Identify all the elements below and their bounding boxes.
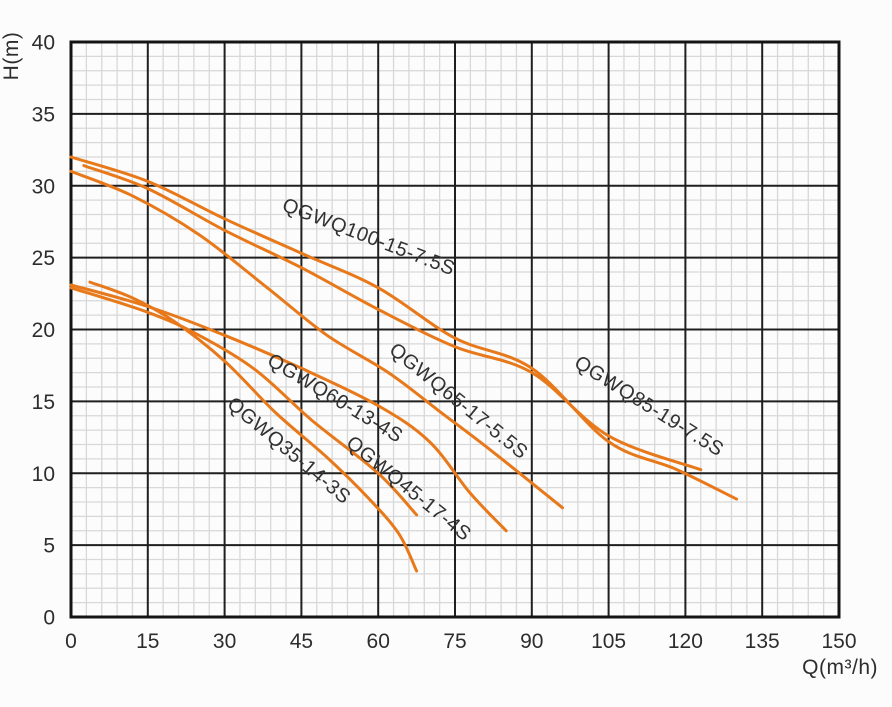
x-axis-title: Q(m³/h) [802, 656, 878, 679]
pump-curve-QGWQ60-13-4S [69, 283, 508, 533]
pump-curve-QGWQ85-19-7.5S [82, 164, 703, 472]
y-tick-label: 35 [32, 103, 55, 126]
x-tick-label: 120 [668, 630, 703, 653]
curve-labels: QGWQ100-15-7.5SQGWQ85-19-7.5SQGWQ65-17-5… [223, 194, 728, 546]
pump-curve-QGWQ35-14-3S [88, 280, 419, 573]
y-tick-label: 30 [32, 175, 55, 198]
plot-border [69, 40, 841, 619]
curve-label-QGWQ100-15-7.5S: QGWQ100-15-7.5S [279, 194, 458, 280]
plot-border-rect [69, 40, 841, 619]
x-tick-label: 60 [367, 630, 390, 653]
x-tick-label: 45 [290, 630, 313, 653]
x-tick-label: 90 [520, 630, 543, 653]
x-tick-label: 0 [65, 630, 77, 653]
pump-curve-QGWQ65-17-5.5S [69, 169, 564, 510]
x-tick-label: 30 [213, 630, 236, 653]
y-tick-label: 20 [32, 319, 55, 342]
axis-tick-labels: 0 15 30 45 60 75 90 105 120 135 150 0 5 10 15 20 25 30 35 4… [32, 32, 857, 654]
x-tick-label: 15 [136, 630, 159, 653]
y-tick-label: 40 [32, 32, 55, 55]
x-tick-label: 75 [443, 630, 466, 653]
pump-curve-QGWQ45-17-4S [69, 286, 419, 517]
pump-curve-QGWQ100-15-7.5S [69, 155, 739, 501]
x-tick-label: 150 [821, 630, 856, 653]
y-tick-label: 15 [32, 391, 55, 414]
y-tick-label: 0 [43, 607, 55, 630]
x-tick-label: 135 [745, 630, 780, 653]
y-tick-label: 5 [43, 535, 55, 558]
y-axis-title: H(m) [0, 31, 23, 81]
pump-curves [69, 155, 739, 573]
y-tick-label: 10 [32, 463, 55, 486]
x-tick-label: 105 [591, 630, 626, 653]
y-tick-label: 25 [32, 247, 55, 270]
